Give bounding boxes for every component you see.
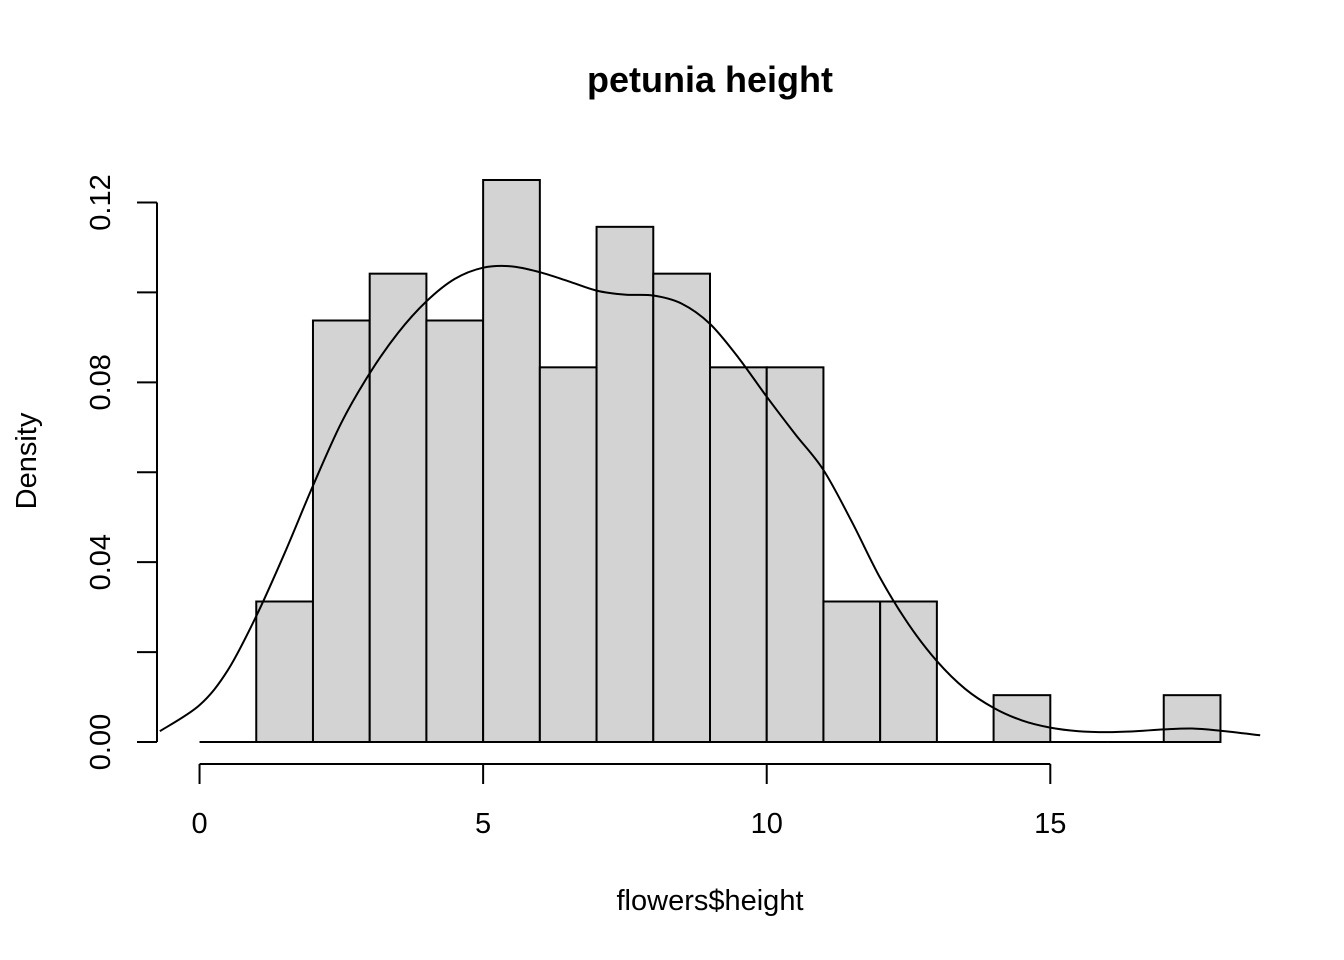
x-tick-label: 15 [1034,808,1066,840]
histogram-bar [595,225,655,743]
y-axis: 0.00 0.04 0.08 0.12 [85,174,158,770]
y-tick-label: 0.08 [85,354,117,410]
histogram-bar [1162,694,1222,743]
histogram-bar [255,600,314,743]
histogram-bar [368,272,428,743]
histogram-bar [765,366,825,743]
histogram-bar [482,179,541,743]
x-tick-label: 0 [191,808,207,840]
x-tick-label: 10 [751,808,783,840]
histogram-bar [538,366,598,743]
y-tick-label: 0.00 [85,714,117,770]
y-tick-label: 0.12 [85,174,117,230]
density-curve-group [159,264,1261,737]
histogram-bars [199,179,1222,743]
y-axis-label: Density [11,412,43,509]
x-tick-label: 5 [475,808,491,840]
chart-title: petunia height [587,59,833,100]
histogram-bar [652,272,711,743]
density-curve [159,264,1261,737]
histogram-bar [425,319,485,743]
x-axis: 0 5 10 15 [191,763,1066,840]
histogram-bar [822,600,882,743]
y-tick-label: 0.04 [85,534,117,590]
histogram-bar [311,319,371,743]
histogram-bar [709,366,768,743]
histogram-bar [992,694,1052,743]
x-axis-label: flowers$height [617,885,804,917]
